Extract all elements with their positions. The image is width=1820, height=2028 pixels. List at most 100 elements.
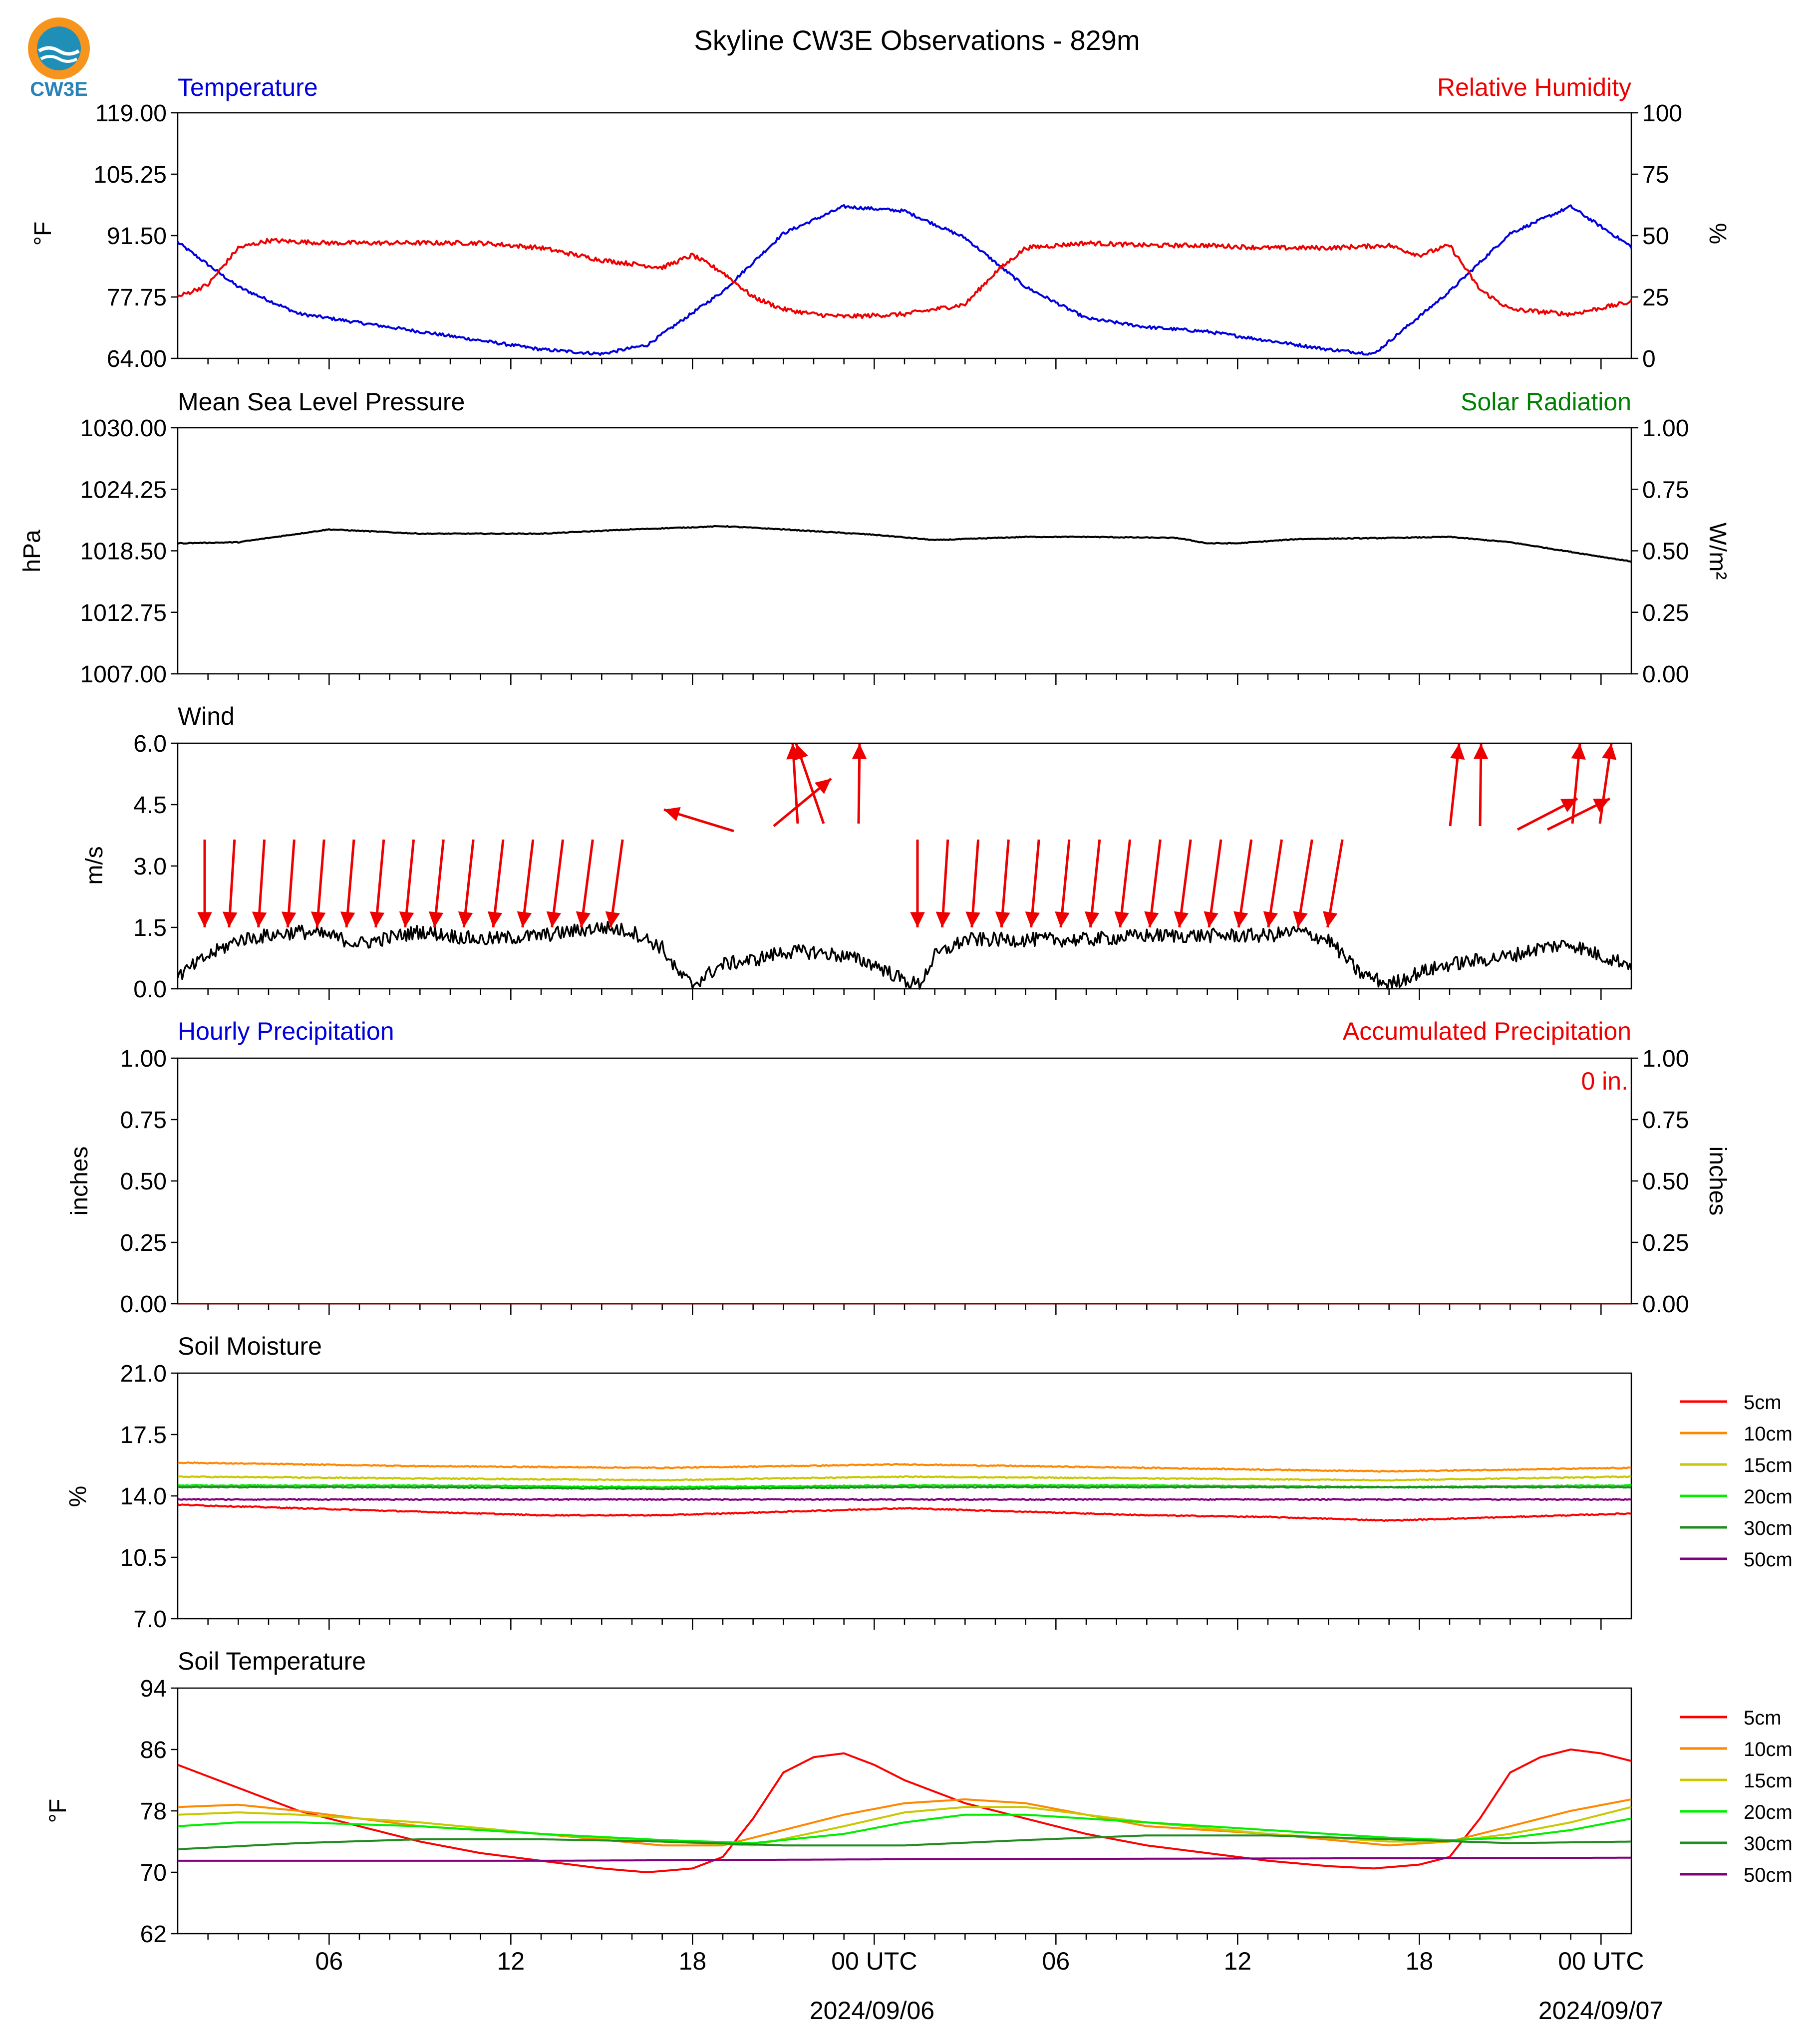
x-tick-label: 06 [315, 1947, 343, 1975]
soil-temperature-15cm-line [177, 1806, 1632, 1847]
wind-arrow-head [1174, 911, 1189, 927]
pressure-y2-tick-label: 0.00 [1642, 661, 1689, 688]
temperature-y2-tick-label: 25 [1642, 285, 1669, 311]
wind-arrow-head [1055, 911, 1070, 927]
pressure-y2-tick-label: 0.75 [1642, 477, 1689, 503]
pressure-ylabel: hPa [19, 530, 45, 573]
wind-arrow-head [852, 744, 867, 759]
date-label-2: 2024/09/07 [1538, 1997, 1663, 2025]
soil-temperature-50cm-line [178, 1856, 1631, 1862]
temperature-y-tick-label: 77.75 [107, 285, 167, 311]
legend-label-30cm: 30cm [1744, 1517, 1793, 1539]
pressure-title: Mean Sea Level Pressure [178, 388, 465, 416]
x-tick-label: 18 [1406, 1947, 1434, 1975]
wind-arrow-head [965, 911, 980, 927]
wind-arrow-head [1323, 911, 1338, 927]
wind-arrow-head [1293, 911, 1308, 927]
legend-label-5cm: 5cm [1744, 1392, 1782, 1414]
soil-temperature-20cm-line [177, 1813, 1632, 1844]
legend-label-20cm: 20cm [1744, 1486, 1793, 1508]
precip-y-tick-label: 0.50 [120, 1168, 167, 1195]
soil-moisture-10cm-line [177, 1461, 1632, 1473]
soil-moisture-50cm-line [177, 1498, 1632, 1501]
date-label-1: 2024/09/06 [810, 1997, 934, 2025]
pressure-frame [177, 427, 1632, 675]
soil_temperature-y-tick-label: 94 [140, 1676, 167, 1702]
wind-frame [177, 742, 1632, 990]
soil_moisture-y-tick-label: 10.5 [120, 1545, 167, 1571]
precip-y2-tick-label: 0.75 [1642, 1107, 1689, 1134]
wind-arrow-head [546, 911, 562, 927]
solar-ylabel: W/m² [1704, 523, 1731, 580]
wind-arrow-head [340, 911, 355, 927]
wind-arrow-head [910, 912, 925, 927]
soil-temperature-legend: 5cm 10cm 15cm 20cm 30cm 50cm [1680, 1707, 1793, 1886]
precip-y-tick-label: 0.25 [120, 1230, 167, 1256]
wind-y-tick-label: 4.5 [133, 792, 167, 819]
solar-title: Solar Radiation [1461, 388, 1631, 416]
pressure-y-tick-label: 1018.50 [80, 539, 167, 565]
soil_temperature-y-tick-label: 62 [140, 1921, 167, 1948]
wind-arrow-head [252, 911, 267, 927]
soil_moisture-y-tick-label: 21.0 [120, 1361, 167, 1387]
wind-arrow-head [458, 911, 473, 927]
wind-arrow-head [605, 911, 620, 927]
hourly-precip-title: Hourly Precipitation [178, 1017, 394, 1045]
pressure-y2-tick-label: 0.50 [1642, 539, 1689, 565]
legend-label-20cm: 20cm [1744, 1801, 1793, 1823]
wind-arrow-head [399, 911, 414, 927]
wind-arrow-head [1560, 799, 1577, 813]
wind-arrow-head [310, 911, 326, 927]
precip-frame [177, 1057, 1632, 1305]
temperature-y-tick-label: 119.00 [95, 100, 167, 127]
wind-y-tick-label: 1.5 [133, 915, 167, 941]
legend-label-10cm: 10cm [1744, 1423, 1793, 1445]
soil-moisture-title: Soil Moisture [178, 1332, 322, 1360]
wind-arrow-head [1025, 911, 1040, 927]
wind-arrow-head [1571, 744, 1586, 760]
temperature-title: Temperature [178, 73, 318, 101]
legend-label-50cm: 50cm [1744, 1549, 1793, 1571]
pressure-y-tick-label: 1024.25 [80, 477, 167, 503]
precip-ylabel: inches [66, 1147, 93, 1216]
soil-temperature-5cm-line [177, 1748, 1632, 1873]
soil_moisture-y-tick-label: 7.0 [133, 1606, 167, 1633]
soil_temperature-y-tick-label: 70 [140, 1860, 167, 1886]
wind-arrow-head [1233, 911, 1248, 927]
wind-arrow-head [815, 779, 831, 794]
wind-arrow-head [1144, 911, 1159, 927]
temperature-y2-tick-label: 100 [1642, 100, 1682, 127]
wind-arrow-head [197, 912, 212, 927]
axes-layer: 64.00 77.75 91.50 105.25 119.00 0 25 50 75 100 100… [80, 100, 1689, 1975]
logo-text: CW3E [30, 78, 88, 100]
soil_moisture-y-tick-label: 14.0 [120, 1483, 167, 1510]
soil_moisture-frame [177, 1372, 1632, 1620]
temperature-ylabel: °F [30, 222, 56, 246]
legend-label-15cm: 15cm [1744, 1770, 1793, 1792]
legend-label-10cm: 10cm [1744, 1738, 1793, 1760]
humidity-title: Relative Humidity [1437, 73, 1631, 101]
wind-arrow-head [281, 911, 297, 927]
wind-arrow-head [517, 911, 532, 927]
wind-arrow-head [664, 807, 681, 822]
data-layer [177, 204, 1632, 1873]
wind-arrow-head [487, 911, 503, 927]
cw3e-logo: CW3E [28, 17, 90, 100]
precip-y-tick-label: 0.00 [120, 1291, 167, 1318]
legend-label-15cm: 15cm [1744, 1454, 1793, 1476]
wind-title: Wind [178, 702, 235, 730]
wind-arrow-head [1602, 744, 1617, 760]
temperature-y2-tick-label: 75 [1642, 162, 1669, 188]
wind-speed-line [177, 921, 1632, 990]
wind-arrow-head [1204, 911, 1218, 927]
temperature-y-tick-label: 91.50 [107, 223, 167, 250]
x-tick-label: 00 UTC [1558, 1947, 1644, 1975]
precip-y-tick-label: 0.75 [120, 1107, 167, 1134]
wind-y-tick-label: 0.0 [133, 976, 167, 1003]
temperature-y2-tick-label: 0 [1642, 346, 1656, 372]
soil_temperature-y-tick-label: 78 [140, 1798, 167, 1825]
wind-arrow-head [1263, 911, 1278, 927]
precip-y2-tick-label: 0.50 [1642, 1168, 1689, 1195]
wind-arrow-head [369, 911, 385, 927]
wind-arrow-head [1084, 911, 1100, 927]
